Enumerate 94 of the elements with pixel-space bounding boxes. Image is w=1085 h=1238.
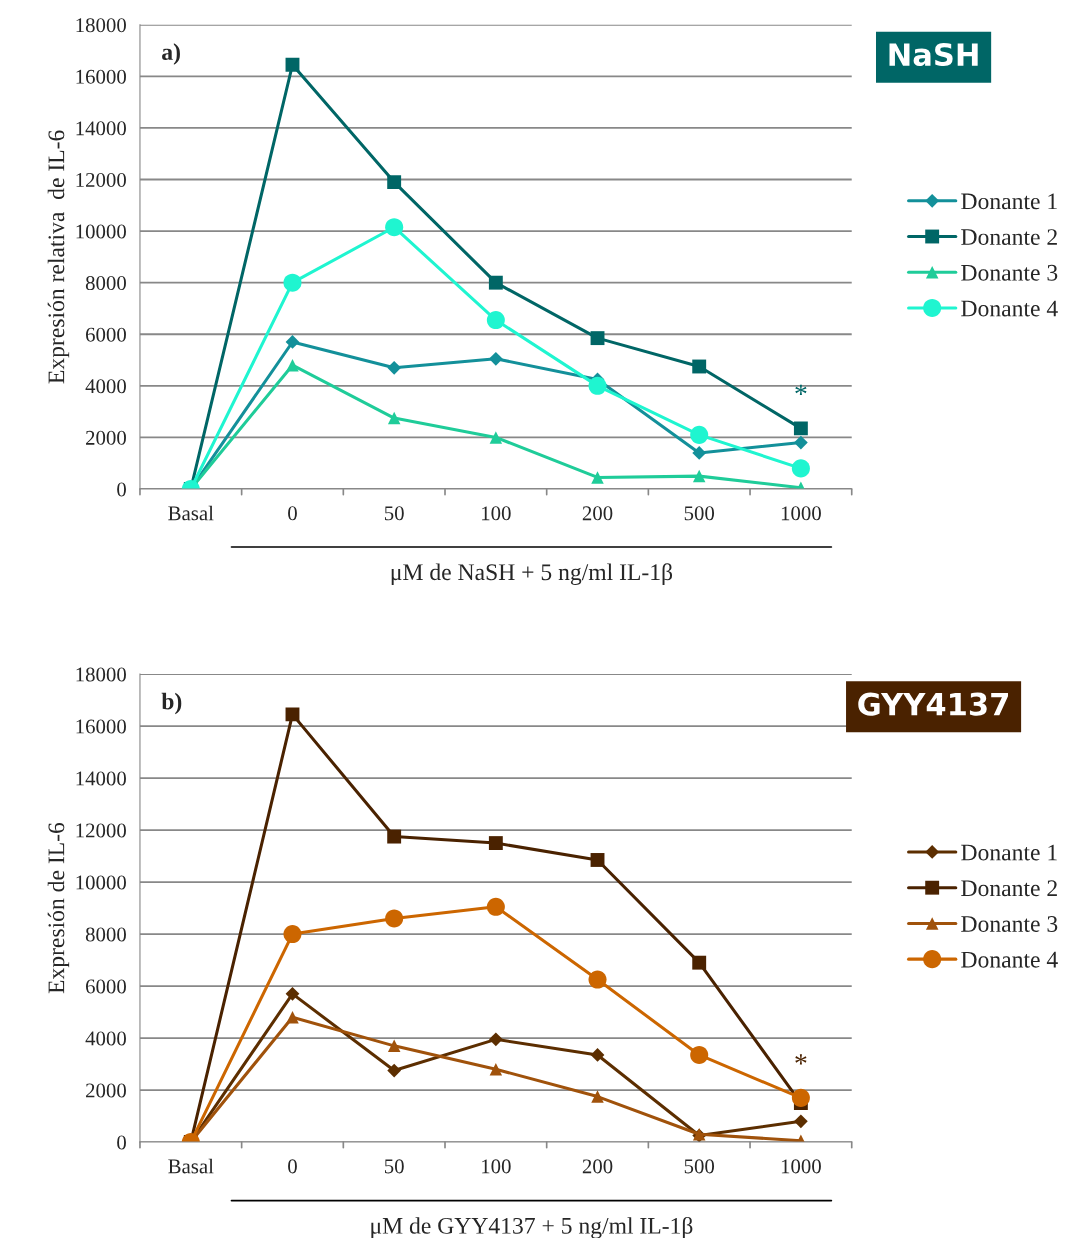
point [690, 1045, 709, 1064]
point [692, 359, 707, 374]
point [387, 1063, 402, 1078]
legend-label: Donante 2 [961, 880, 1057, 897]
text: GYY4137 [858, 692, 1008, 716]
x-tick-label: 1000 [781, 1159, 821, 1174]
point [590, 853, 605, 867]
point [486, 897, 505, 916]
y-axis-title: Expresión relativa de IL-6 [47, 130, 70, 384]
point [387, 175, 402, 190]
point [489, 431, 503, 444]
y-tick-label: 0 [117, 1135, 126, 1150]
y-axis-title: Expresión de IL-6 [47, 822, 70, 994]
y-tick-label: 10000 [76, 224, 126, 239]
legend-label: Donante 1 [961, 193, 1057, 210]
x-axis-title: μM de GYY4137 + 5 ng/ml IL-1β [371, 1216, 693, 1238]
point [387, 360, 402, 375]
point [285, 707, 300, 722]
point [286, 358, 299, 372]
y-tick-label: 18000 [76, 18, 126, 33]
point [387, 829, 402, 844]
x-tick-label: 0 [288, 1159, 297, 1174]
point [486, 311, 505, 330]
point [794, 435, 808, 450]
x-tick-label: 100 [482, 506, 511, 521]
y-tick-label: 14000 [76, 121, 126, 136]
y-tick-label: 8000 [85, 927, 126, 942]
point [791, 459, 810, 478]
x-tick-label: 200 [582, 1159, 613, 1174]
point [692, 955, 707, 970]
point [286, 1011, 299, 1024]
y-tick-label: 8000 [85, 276, 126, 291]
y-tick-label: 16000 [76, 69, 126, 84]
text: NaSH [889, 43, 978, 67]
point [285, 57, 300, 72]
x-tick-label: 200 [582, 506, 613, 521]
point [591, 471, 604, 484]
x-tick-label: 50 [384, 1159, 404, 1174]
y-tick-label: 12000 [76, 823, 126, 838]
annotation: * [795, 1054, 807, 1065]
point [591, 1090, 604, 1103]
y-tick-label: 0 [117, 482, 126, 497]
point [690, 425, 709, 444]
y-tick-label: 10000 [76, 875, 126, 890]
x-tick-label: 500 [684, 506, 715, 521]
point [489, 1063, 503, 1076]
x-tick-label: 50 [384, 506, 404, 521]
y-tick-label: 18000 [76, 667, 126, 682]
point [590, 331, 605, 346]
legend-label: Donante 4 [961, 300, 1058, 317]
x-tick-label: Basal [168, 505, 214, 521]
point [793, 421, 808, 436]
y-tick-label: 16000 [76, 719, 126, 734]
y-tick-label: 6000 [86, 979, 126, 994]
legend-label: Donante 3 [961, 916, 1058, 932]
annotation: * [795, 384, 807, 396]
point [488, 351, 503, 366]
point [385, 218, 404, 237]
point [588, 376, 607, 395]
point [488, 275, 503, 290]
y-tick-label: 14000 [76, 771, 126, 786]
x-tick-label: 500 [684, 1159, 715, 1174]
point [285, 986, 300, 1001]
point [488, 836, 503, 851]
point [283, 925, 302, 944]
x-tick-label: Basal [168, 1158, 214, 1174]
point [387, 1039, 401, 1053]
x-tick-label: 1000 [781, 506, 821, 521]
text: b) [161, 692, 182, 715]
y-tick-label: 4000 [85, 1031, 126, 1046]
y-tick-label: 2000 [86, 1083, 126, 1098]
point [488, 1032, 503, 1047]
point [590, 1048, 605, 1062]
x-axis-title: μM de NaSH + 5 ng/ml IL-1β [391, 563, 673, 586]
point [387, 411, 401, 425]
legend-label: Donante 3 [961, 264, 1058, 281]
point [588, 970, 607, 989]
y-tick-label: 12000 [76, 172, 126, 187]
legend-label: Donante 1 [961, 844, 1057, 861]
y-tick-label: 4000 [85, 379, 126, 394]
point [285, 335, 300, 349]
y-tick-label: 2000 [86, 430, 126, 445]
point [791, 1088, 810, 1107]
text: a) [162, 43, 180, 65]
point [692, 446, 707, 460]
legend-label: Donante 2 [961, 229, 1057, 246]
point [283, 273, 302, 292]
x-tick-label: 100 [482, 1159, 511, 1174]
point [385, 909, 404, 928]
x-tick-label: 0 [288, 506, 297, 521]
legend-label: Donante 4 [961, 951, 1058, 968]
point [794, 1114, 808, 1129]
y-tick-label: 6000 [86, 327, 126, 342]
point [692, 469, 706, 483]
